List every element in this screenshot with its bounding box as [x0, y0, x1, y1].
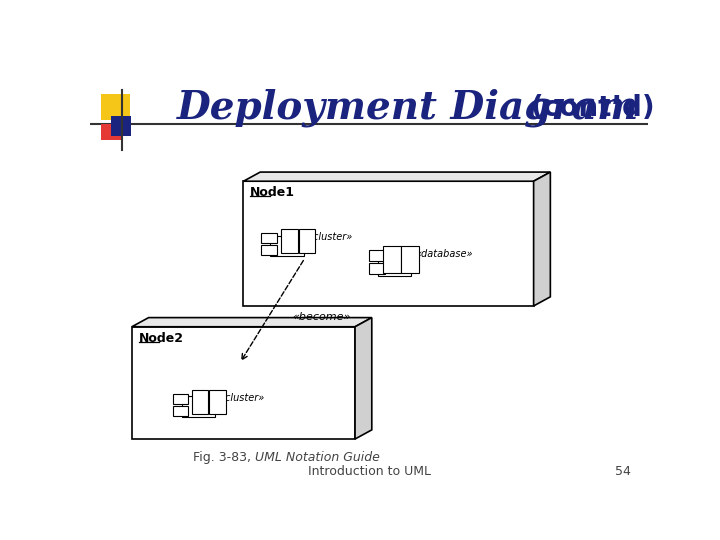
Bar — [173, 406, 188, 416]
Bar — [173, 394, 188, 404]
Bar — [369, 250, 384, 261]
Text: y: y — [215, 397, 221, 407]
Bar — [270, 235, 304, 256]
Text: x: x — [197, 397, 203, 407]
Text: «cluster»: «cluster» — [307, 232, 353, 241]
Polygon shape — [534, 172, 550, 306]
Text: w: w — [387, 254, 397, 264]
Bar — [243, 181, 534, 306]
Bar — [383, 246, 401, 273]
Bar — [192, 390, 208, 414]
Text: «become»: «become» — [292, 312, 351, 322]
Bar — [101, 94, 130, 120]
Bar — [261, 233, 277, 243]
Bar — [281, 228, 297, 253]
Text: Node2: Node2 — [138, 332, 184, 345]
Text: UML Notation Guide: UML Notation Guide — [255, 451, 379, 464]
Polygon shape — [355, 318, 372, 439]
Bar — [132, 327, 355, 439]
Bar — [210, 390, 226, 414]
Text: «cluster»: «cluster» — [219, 393, 264, 402]
Text: 54: 54 — [616, 465, 631, 478]
Text: x: x — [286, 235, 292, 246]
Text: Node1: Node1 — [250, 186, 295, 199]
Bar — [111, 116, 131, 136]
Text: Introduction to UML: Introduction to UML — [307, 465, 431, 478]
Bar — [101, 124, 122, 140]
Text: z: z — [408, 254, 413, 264]
Text: (cont’d): (cont’d) — [531, 93, 655, 122]
Text: y: y — [304, 235, 310, 246]
Polygon shape — [243, 172, 550, 181]
Text: «database»: «database» — [415, 249, 473, 259]
Polygon shape — [132, 318, 372, 327]
Bar — [261, 245, 277, 255]
Bar — [378, 253, 411, 275]
Bar — [369, 263, 384, 274]
Text: Deployment Diagram: Deployment Diagram — [176, 89, 639, 127]
Bar — [181, 396, 215, 417]
Text: Fig. 3-83,: Fig. 3-83, — [193, 451, 255, 464]
Bar — [401, 246, 419, 273]
Bar — [299, 228, 315, 253]
